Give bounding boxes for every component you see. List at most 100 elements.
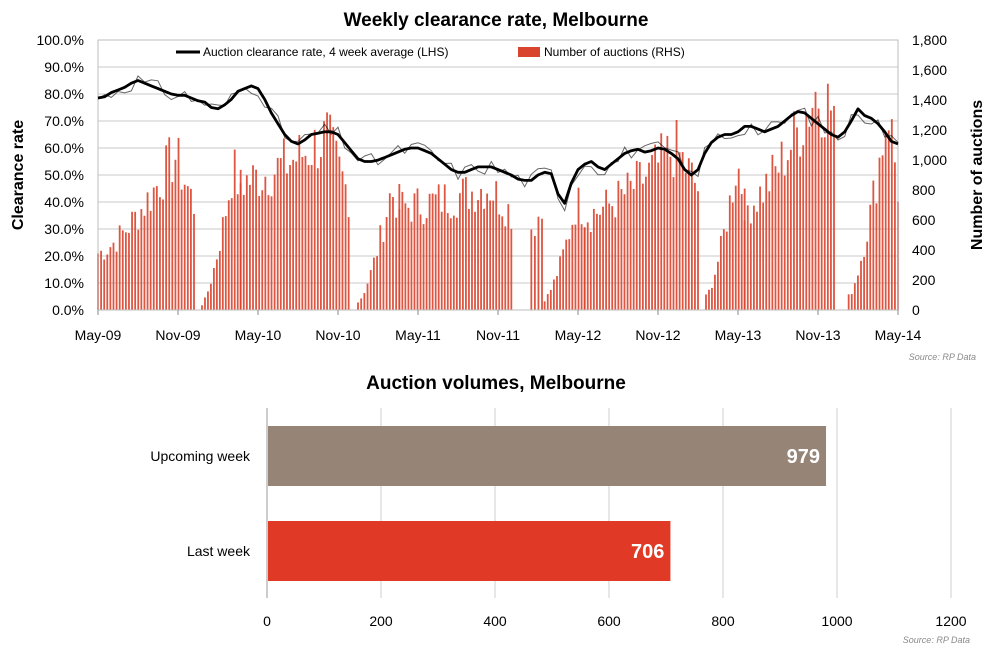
auction-bar	[780, 141, 783, 310]
auction-bar	[860, 260, 862, 310]
auction-volumes-chart: Auction volumes, Melbourne 979 706 Upcomi…	[150, 373, 970, 645]
left-tick-label: 100.0%	[37, 32, 84, 48]
auction-bar	[669, 156, 672, 310]
auction-bar	[783, 175, 786, 310]
auction-bar	[137, 229, 140, 310]
auction-bar	[425, 218, 428, 310]
x-tick-label: May-10	[235, 327, 282, 343]
auction-bar	[319, 157, 322, 310]
auction-bar	[483, 208, 485, 310]
auction-bar	[592, 208, 595, 310]
auction-bar	[106, 254, 109, 310]
auction-bar	[872, 180, 875, 310]
auction-bar	[645, 176, 647, 310]
auction-bar	[552, 279, 555, 310]
auction-bar	[866, 241, 869, 310]
auction-bar	[740, 194, 743, 310]
auction-bar	[632, 189, 635, 310]
auction-bar	[762, 202, 765, 310]
auction-bar	[422, 224, 425, 310]
auction-bar	[869, 204, 872, 310]
auction-bar	[687, 158, 690, 310]
auction-bar	[286, 173, 288, 310]
auction-bar	[759, 186, 761, 310]
auction-bar	[115, 251, 118, 310]
auction-bar	[562, 249, 565, 310]
auction-bar	[443, 184, 446, 310]
auction-bar	[541, 218, 543, 310]
auction-bar	[416, 188, 419, 310]
auction-bar	[304, 155, 307, 310]
auction-bar	[239, 183, 242, 310]
auction-bar	[501, 216, 504, 310]
volume-bar-value: 979	[787, 446, 820, 468]
auction-bar	[793, 111, 795, 311]
auction-bar	[722, 229, 725, 310]
auction-bar	[323, 121, 325, 310]
auction-bar	[261, 190, 264, 310]
auction-bar	[847, 294, 850, 310]
volume-bars: 979 706	[268, 426, 827, 581]
auction-bar	[121, 230, 124, 310]
auction-bar	[731, 202, 734, 310]
auction-bar	[267, 195, 270, 310]
volume-tick-label: 1200	[935, 613, 966, 629]
legend-line-label: Auction clearance rate, 4 week average (…	[203, 45, 448, 59]
auction-bar	[651, 154, 653, 310]
auction-bar	[620, 189, 623, 310]
auction-bar	[218, 250, 221, 310]
auction-bar	[329, 114, 332, 311]
auction-bar	[786, 160, 789, 310]
category-label: Last week	[187, 543, 251, 559]
auction-bar	[168, 137, 171, 310]
bottom-chart-source: Source: RP Data	[903, 635, 970, 645]
auction-bar	[737, 168, 740, 310]
auction-bar	[805, 114, 808, 310]
auction-bar	[242, 194, 245, 310]
auction-bar	[100, 250, 102, 310]
auction-bar	[495, 181, 498, 310]
auction-bar	[589, 232, 592, 310]
auction-bar	[586, 222, 589, 310]
auction-bar	[335, 140, 338, 310]
auction-bar	[392, 197, 394, 310]
top-chart-source: Source: RP Data	[909, 352, 976, 362]
auction-bar	[224, 216, 227, 310]
auction-bar	[249, 184, 251, 310]
auction-bar	[875, 203, 878, 310]
auction-bar	[492, 200, 495, 310]
auction-bar	[449, 218, 452, 310]
auction-bar	[458, 193, 461, 310]
volume-tick-label: 800	[711, 613, 735, 629]
auction-bar	[264, 176, 267, 310]
auction-bar	[410, 221, 413, 310]
auction-bar	[143, 215, 146, 310]
auction-bar	[768, 191, 771, 310]
auction-bar	[295, 161, 298, 310]
auction-bar	[498, 214, 501, 310]
auction-bar	[853, 283, 856, 310]
auction-bar	[711, 287, 713, 310]
auction-bar	[310, 164, 313, 310]
category-labels: Upcoming week Last week	[150, 448, 251, 559]
auction-bar	[465, 177, 467, 310]
auction-bar	[155, 186, 158, 310]
auction-bars	[97, 83, 899, 311]
auction-bar	[134, 211, 137, 310]
auction-bar	[149, 210, 152, 310]
auction-bar	[574, 224, 577, 310]
auction-bar	[452, 215, 455, 310]
auction-bar	[477, 200, 479, 310]
auction-bar	[301, 157, 304, 310]
right-tick-label: 800	[912, 182, 936, 198]
auction-bar	[714, 274, 716, 310]
auction-bar	[530, 229, 533, 310]
auction-bar	[504, 226, 507, 310]
auction-bar	[357, 302, 359, 310]
auction-bar	[746, 205, 749, 310]
auction-bar	[215, 259, 218, 310]
auction-bar	[663, 151, 666, 310]
auction-bar	[419, 214, 422, 310]
right-tick-label: 1,400	[912, 92, 947, 108]
x-tick-label: May-09	[75, 327, 122, 343]
